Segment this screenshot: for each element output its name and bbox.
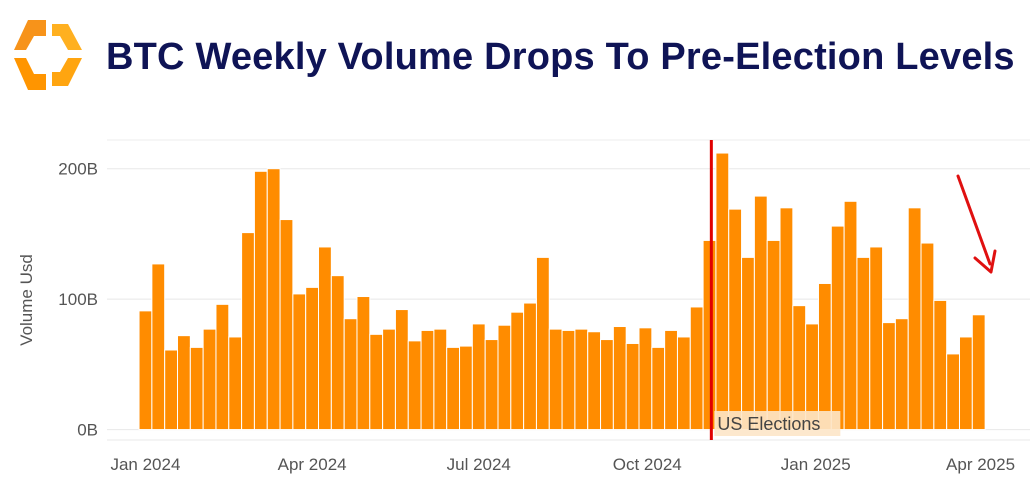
x-tick-label: Apr 2024 — [278, 455, 347, 474]
bar — [382, 328, 396, 431]
bar — [741, 256, 755, 431]
arrow-shaft — [956, 174, 992, 266]
bar — [279, 219, 294, 431]
bar — [933, 299, 948, 431]
y-axis: 0B 100B 200B — [58, 160, 98, 440]
bar — [894, 318, 909, 431]
bar — [676, 336, 691, 431]
bar — [971, 314, 986, 431]
bar — [715, 152, 730, 431]
election-label: US Elections — [717, 414, 820, 434]
bar — [843, 200, 858, 431]
bar — [523, 302, 537, 431]
bar — [241, 232, 255, 431]
y-tick-label: 200B — [58, 160, 98, 179]
bar — [907, 207, 922, 431]
bar — [882, 322, 896, 431]
bar — [920, 242, 935, 431]
bar — [830, 225, 845, 431]
bar — [612, 326, 627, 431]
chart-title: BTC Weekly Volume Drops To Pre-Election … — [106, 36, 1015, 78]
bar — [356, 296, 371, 431]
bar — [702, 239, 717, 431]
bar — [753, 195, 768, 431]
bar — [189, 346, 204, 431]
bar — [253, 170, 268, 431]
bar — [330, 275, 345, 431]
bar — [535, 256, 550, 431]
bar — [689, 306, 704, 431]
bar — [869, 246, 884, 431]
bar — [292, 293, 307, 431]
bar — [958, 336, 973, 431]
bar — [484, 339, 499, 431]
down-arrow-icon — [956, 174, 997, 274]
x-tick-label: Oct 2024 — [613, 455, 682, 474]
bar — [446, 346, 461, 431]
bar — [792, 305, 807, 431]
bar — [215, 303, 230, 431]
bar — [728, 208, 743, 431]
bar — [266, 168, 281, 431]
y-tick-label: 100B — [58, 290, 98, 309]
bar — [202, 328, 217, 431]
bar — [420, 329, 435, 431]
bar — [433, 328, 448, 431]
bar — [625, 342, 640, 431]
bar — [459, 345, 473, 431]
bar — [779, 207, 794, 431]
bar — [574, 328, 589, 431]
bar — [497, 324, 512, 431]
bar — [138, 310, 153, 431]
bar — [151, 263, 166, 431]
bar — [318, 246, 332, 431]
bar — [407, 340, 422, 431]
bar — [817, 282, 832, 431]
bar — [600, 339, 614, 431]
x-tick-label: Jul 2024 — [447, 455, 511, 474]
bar — [664, 329, 678, 431]
arrow-head — [973, 249, 997, 274]
bar — [394, 309, 409, 431]
x-axis: Jan 2024 Apr 2024 Jul 2024 Oct 2024 Jan 2025… — [110, 455, 1015, 474]
bar — [587, 331, 602, 431]
x-tick-label: Jan 2025 — [781, 455, 851, 474]
bar — [471, 323, 486, 431]
x-tick-label: Apr 2025 — [946, 455, 1015, 474]
bar — [638, 327, 653, 431]
x-tick-label: Jan 2024 — [110, 455, 180, 474]
bar — [651, 346, 666, 431]
bar — [177, 335, 191, 431]
bar — [856, 256, 871, 431]
header: BTC Weekly Volume Drops To Pre-Election … — [0, 0, 1036, 120]
y-axis-title: Volume Usd — [17, 254, 36, 346]
bar — [343, 318, 358, 431]
bar — [766, 239, 781, 431]
orange-hexagon-logo-icon — [14, 20, 82, 90]
bar — [305, 286, 320, 431]
bars — [138, 152, 986, 431]
y-tick-label: 0B — [77, 421, 98, 440]
bar — [228, 336, 243, 431]
bar — [369, 333, 384, 431]
bar — [946, 353, 960, 431]
annotations: US Elections — [709, 140, 997, 440]
bar — [548, 328, 563, 431]
bar — [510, 311, 525, 431]
bar — [164, 349, 179, 431]
election-label-background — [714, 411, 841, 436]
bar — [561, 329, 576, 431]
